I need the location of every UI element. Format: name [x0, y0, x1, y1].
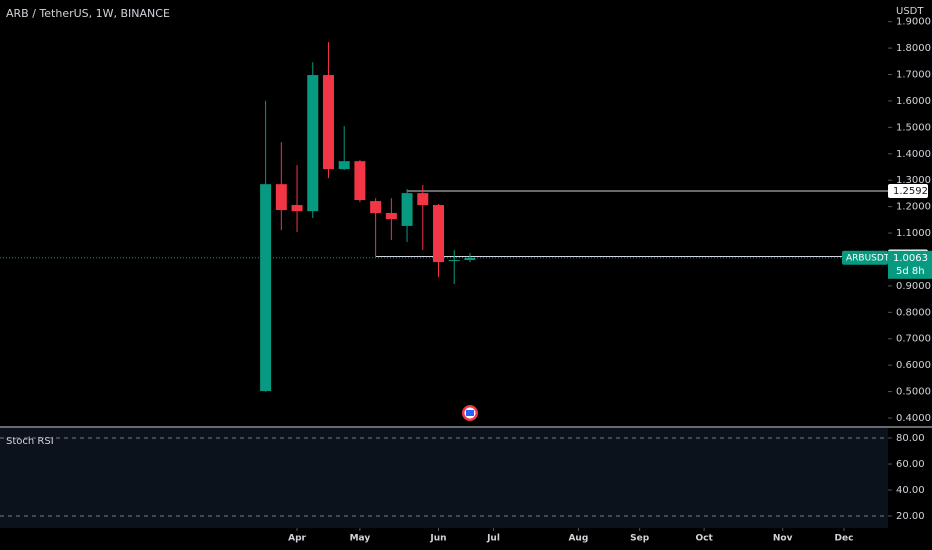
candle-body — [432, 205, 444, 263]
countdown-label: 5d 8h — [896, 266, 925, 277]
x-tick-label: May — [350, 534, 371, 544]
x-tick-label: Apr — [288, 534, 306, 544]
y-tick-label: 1.3000 — [896, 175, 931, 186]
y-tick-label: 0.6000 — [896, 360, 931, 371]
candle-body — [275, 184, 287, 211]
event-flag — [462, 405, 478, 421]
y-tick-label: 1.9000 — [896, 17, 931, 28]
y-tick-label: 60.00 — [896, 459, 925, 470]
y-tick-label: 80.00 — [896, 433, 925, 444]
candle-body — [448, 260, 460, 262]
y-tick-label: 1.6000 — [896, 96, 931, 107]
candle-body — [322, 75, 334, 170]
candle-body — [417, 193, 429, 206]
y-tick-label: 0.7000 — [896, 334, 931, 345]
candle-body — [354, 161, 366, 201]
y-tick-label: 40.00 — [896, 485, 925, 496]
x-tick-label: Oct — [695, 534, 713, 544]
candle-body — [385, 212, 397, 220]
x-tick-label: Jun — [429, 534, 446, 544]
x-tick-label: Jul — [486, 534, 500, 544]
y-tick-label: 1.5000 — [896, 122, 931, 133]
indicator-title: Stoch RSI — [6, 436, 54, 447]
y-tick-label: 1.8000 — [896, 43, 931, 54]
y-tick-label: 0.8000 — [896, 307, 931, 318]
symbol-label: ARBUSDT — [846, 253, 890, 263]
x-tick-label: Dec — [835, 534, 854, 544]
y-tick-label: 20.00 — [896, 511, 925, 522]
symbol-label-bg — [842, 250, 888, 265]
candle-body — [370, 201, 382, 213]
level-label: 1.2592 — [893, 186, 928, 197]
candle-body — [401, 193, 413, 226]
x-tick-label: Sep — [630, 534, 650, 544]
candle-body — [291, 205, 303, 212]
x-tick-label: Aug — [568, 534, 588, 544]
last-price-bg — [888, 250, 932, 279]
candle-body — [338, 161, 350, 170]
candle-body — [464, 257, 476, 261]
indicator-pane — [0, 428, 888, 528]
y-tick-label: 0.9000 — [896, 281, 931, 292]
chart-title: ARB / TetherUS, 1W, BINANCE — [6, 7, 170, 20]
level-label-bg — [888, 183, 928, 198]
y-tick-label: 1.2000 — [896, 202, 931, 213]
x-tick-label: Nov — [773, 534, 793, 544]
last-price-label: 1.0063 — [893, 253, 928, 264]
currency-label: USDT — [896, 6, 924, 17]
y-tick-label: 0.4000 — [896, 413, 931, 424]
candle-body — [307, 75, 319, 212]
y-tick-label: 1.4000 — [896, 149, 931, 160]
y-tick-label: 0.5000 — [896, 387, 931, 398]
y-tick-label: 1.1000 — [896, 228, 931, 239]
candle-body — [260, 184, 272, 392]
y-tick-label: 1.7000 — [896, 70, 931, 81]
